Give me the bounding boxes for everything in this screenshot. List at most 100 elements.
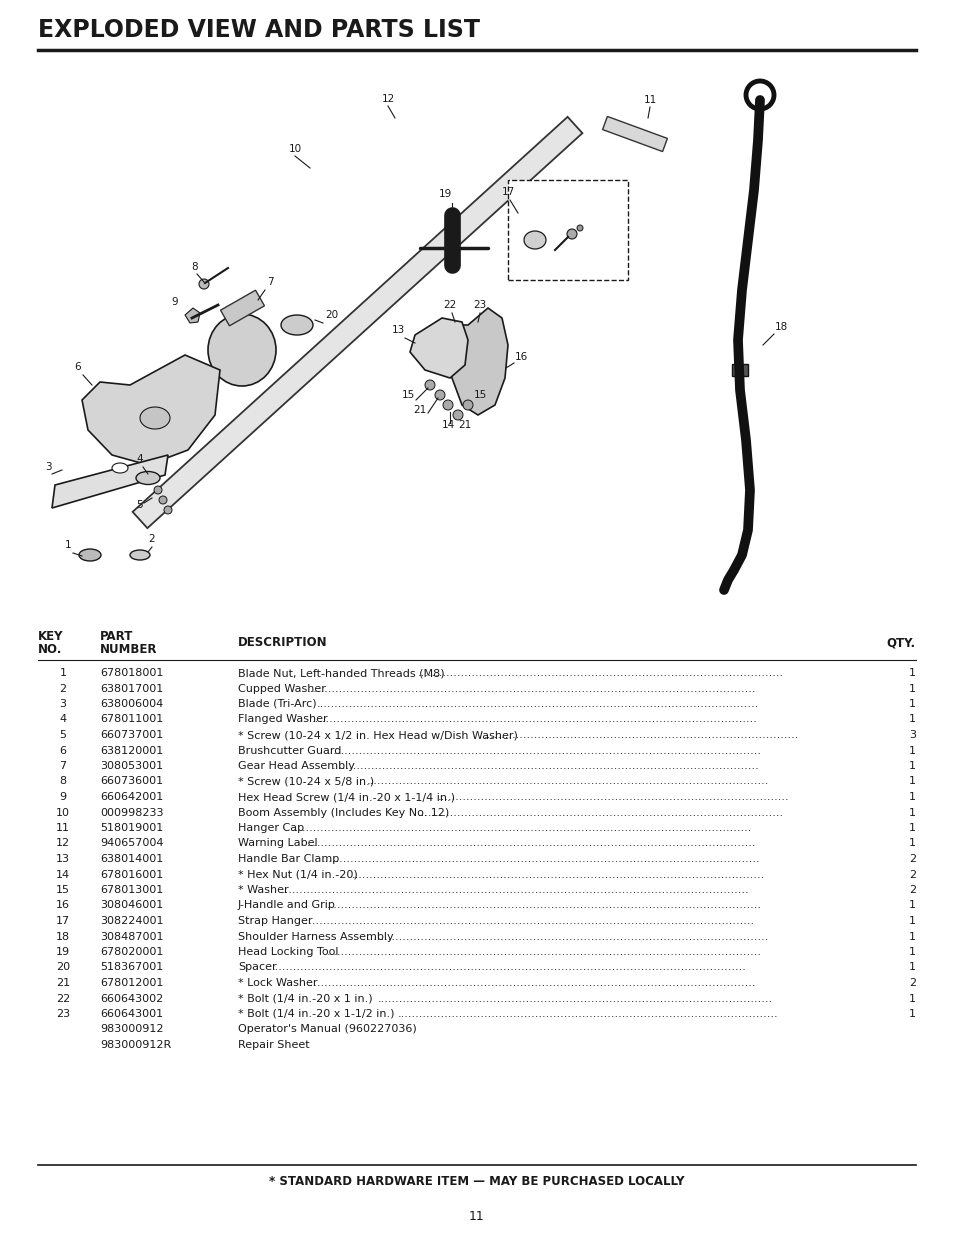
Text: ................................................................................: ........................................… [332,761,759,771]
Text: 000998233: 000998233 [100,808,163,818]
Text: 1: 1 [65,540,71,550]
Text: 13: 13 [56,853,70,864]
Text: 1: 1 [908,683,915,694]
Bar [507,180,627,280]
Text: 1: 1 [908,746,915,756]
Text: 1: 1 [908,761,915,771]
Text: Shoulder Harness Assembly: Shoulder Harness Assembly [237,931,394,941]
Polygon shape [410,317,468,378]
Text: 10: 10 [56,808,70,818]
Text: Flanged Washer: Flanged Washer [237,715,327,725]
Text: 2: 2 [59,683,67,694]
Text: 9: 9 [59,792,67,802]
Polygon shape [220,290,264,326]
Text: 21: 21 [56,978,70,988]
Text: 7: 7 [267,277,273,287]
Text: 11: 11 [469,1210,484,1223]
Text: 678016001: 678016001 [100,869,163,879]
Text: 1: 1 [908,839,915,848]
Text: Hex Head Screw (1/4 in.-20 x 1-1/4 in.): Hex Head Screw (1/4 in.-20 x 1-1/4 in.) [237,792,455,802]
Text: ................................................................................: ........................................… [327,746,761,756]
Text: 10: 10 [288,144,301,154]
Text: 12: 12 [56,839,70,848]
Text: ................................................................................: ........................................… [306,839,756,848]
Text: 4: 4 [136,454,143,464]
Text: 660736001: 660736001 [100,777,163,787]
Text: Strap Hanger: Strap Hanger [237,916,313,926]
Text: 1: 1 [908,1009,915,1019]
Text: 17: 17 [56,916,70,926]
Text: * Lock Washer: * Lock Washer [237,978,317,988]
Circle shape [577,225,582,231]
Text: 15: 15 [473,390,486,400]
Text: 3: 3 [59,699,67,709]
Polygon shape [132,117,581,529]
Text: * STANDARD HARDWARE ITEM — MAY BE PURCHASED LOCALLY: * STANDARD HARDWARE ITEM — MAY BE PURCHA… [269,1174,684,1188]
Text: * Washer: * Washer [237,885,289,895]
Text: ................................................................................: ........................................… [417,668,783,678]
Text: 3: 3 [908,730,915,740]
Text: Hanger Cap: Hanger Cap [237,823,304,832]
Circle shape [159,496,167,504]
Text: ................................................................................: ........................................… [437,792,789,802]
Text: 8: 8 [192,262,198,272]
Ellipse shape [112,463,128,473]
Text: Brushcutter Guard: Brushcutter Guard [237,746,341,756]
Text: 518367001: 518367001 [100,962,163,972]
Text: ................................................................................: ........................................… [301,916,754,926]
Circle shape [462,400,473,410]
Text: 940657004: 940657004 [100,839,163,848]
Text: 1: 1 [908,916,915,926]
Text: Blade (Tri-Arc): Blade (Tri-Arc) [237,699,316,709]
Circle shape [453,410,462,420]
Text: ................................................................................: ........................................… [417,808,783,818]
Text: 20: 20 [56,962,70,972]
Text: 308046001: 308046001 [100,900,163,910]
Text: 983000912: 983000912 [100,1025,163,1035]
Text: 22: 22 [443,300,456,310]
Text: 678018001: 678018001 [100,668,163,678]
Circle shape [566,228,577,240]
Text: 1: 1 [908,668,915,678]
Text: * Bolt (1/4 in.-20 x 1-1/2 in.): * Bolt (1/4 in.-20 x 1-1/2 in.) [237,1009,395,1019]
Text: 518019001: 518019001 [100,823,163,832]
Text: QTY.: QTY. [886,636,915,650]
Polygon shape [52,454,168,508]
Polygon shape [602,116,667,152]
Circle shape [164,506,172,514]
Text: 6: 6 [74,362,81,372]
Text: 5: 5 [136,500,143,510]
Text: 1: 1 [59,668,67,678]
Text: 983000912R: 983000912R [100,1040,172,1050]
Text: 11: 11 [56,823,70,832]
Text: Repair Sheet: Repair Sheet [237,1040,310,1050]
Text: 21: 21 [457,420,471,430]
Text: 15: 15 [401,390,415,400]
Text: 638006004: 638006004 [100,699,163,709]
Text: 678011001: 678011001 [100,715,163,725]
Text: 308224001: 308224001 [100,916,163,926]
Text: ................................................................................: ........................................… [327,947,761,957]
Text: 18: 18 [774,322,787,332]
Text: 14: 14 [56,869,70,879]
Text: Blade Nut, Left-handed Threads (M8): Blade Nut, Left-handed Threads (M8) [237,668,444,678]
Text: * Screw (10-24 x 5/8 in.): * Screw (10-24 x 5/8 in.) [237,777,374,787]
Text: 20: 20 [325,310,337,320]
Text: ................................................................................: ........................................… [367,931,769,941]
Text: 12: 12 [381,94,395,104]
Text: 14: 14 [441,420,455,430]
Text: Gear Head Assembly: Gear Head Assembly [237,761,355,771]
Text: 4: 4 [59,715,67,725]
Text: 2: 2 [908,885,915,895]
Text: 660643001: 660643001 [100,1009,163,1019]
Text: * Bolt (1/4 in.-20 x 1 in.): * Bolt (1/4 in.-20 x 1 in.) [237,993,373,1004]
Text: 1: 1 [908,900,915,910]
Text: ................................................................................: ........................................… [312,715,757,725]
Ellipse shape [523,231,545,249]
Text: Warning Label: Warning Label [237,839,317,848]
Text: 660737001: 660737001 [100,730,163,740]
Circle shape [153,487,162,494]
Text: ................................................................................: ........................................… [281,885,748,895]
Text: ................................................................................: ........................................… [316,699,759,709]
Ellipse shape [130,550,150,559]
